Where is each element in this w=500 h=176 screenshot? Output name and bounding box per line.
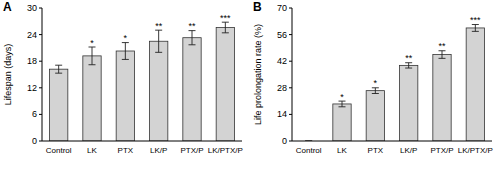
error-bar <box>122 43 129 60</box>
y-tick-label: 0 <box>282 136 287 146</box>
x-tick-label: PTX/P <box>180 146 203 155</box>
y-tick <box>39 141 42 142</box>
y-tick <box>289 141 292 142</box>
significance: ** <box>405 53 413 63</box>
error-bar <box>55 65 62 73</box>
x-tick-label: Control <box>46 146 72 155</box>
y-tick <box>289 8 292 9</box>
x-tick-label: Control <box>296 146 322 155</box>
y-tick-label: 30 <box>27 3 37 13</box>
y-tick-label: 24 <box>27 30 37 40</box>
significance: * <box>90 38 94 48</box>
x-tick-label: LK/PTX/P <box>458 146 493 155</box>
panel: BLife prolongation rate (%)*********0142… <box>253 0 493 155</box>
error-bar <box>89 47 96 65</box>
bar <box>183 38 201 141</box>
bar <box>216 28 234 141</box>
x-tick-label: PTX <box>368 146 384 155</box>
bar <box>400 65 418 141</box>
bar <box>150 41 168 141</box>
y-tick <box>289 114 292 115</box>
marks <box>50 22 235 141</box>
error-bar <box>405 63 412 68</box>
y-tick <box>289 34 292 35</box>
error-bar <box>472 25 479 32</box>
bar <box>433 55 451 141</box>
y-tick-label: 6 <box>32 109 37 119</box>
error-bar <box>189 31 196 45</box>
x-axis <box>42 141 242 142</box>
error-bar <box>439 51 446 59</box>
x-tick-label: LK/P <box>400 146 417 155</box>
error-bar <box>155 30 162 52</box>
y-tick-label: 70 <box>277 3 287 13</box>
x-tick-label: LK <box>87 146 97 155</box>
significance: * <box>124 33 128 43</box>
y-tick <box>289 61 292 62</box>
y-tick-label: 12 <box>27 83 37 93</box>
y-tick <box>39 8 42 9</box>
y-axis <box>292 8 293 141</box>
error-bar <box>339 101 346 107</box>
significance: ** <box>188 21 196 31</box>
error-bar <box>222 22 229 33</box>
y-axis-label: Lifespan (days) <box>3 44 13 106</box>
y-tick-label: 14 <box>277 109 287 119</box>
significance: * <box>374 78 378 88</box>
y-axis <box>42 8 43 141</box>
x-tick-label: PTX <box>118 146 134 155</box>
y-tick <box>39 87 42 88</box>
x-tick-label: LK/P <box>150 146 167 155</box>
significance: ** <box>438 41 446 51</box>
y-tick <box>39 61 42 62</box>
significance: ** <box>155 21 163 31</box>
error-bar <box>372 88 379 94</box>
bar <box>83 56 101 141</box>
y-tick <box>39 114 42 115</box>
y-tick-label: 56 <box>277 30 287 40</box>
y-tick-label: 0 <box>32 136 37 146</box>
significance: * <box>340 92 344 102</box>
marks <box>305 25 484 141</box>
y-tick-label: 18 <box>27 56 37 66</box>
y-tick-label: 28 <box>277 83 287 93</box>
bar <box>366 91 384 141</box>
x-axis <box>292 141 492 142</box>
significance: *** <box>470 15 481 25</box>
figure: ALifespan (days)*********0612182430Contr… <box>0 0 500 176</box>
bar <box>466 28 484 141</box>
x-tick-label: LK <box>337 146 347 155</box>
y-tick <box>39 34 42 35</box>
y-tick-label: 42 <box>277 56 287 66</box>
bar <box>116 51 134 141</box>
panel-title: B <box>253 0 262 14</box>
x-tick-label: LK/PTX/P <box>208 146 243 155</box>
y-tick <box>289 87 292 88</box>
significance: *** <box>220 13 231 23</box>
bar <box>50 69 68 141</box>
bar <box>333 104 351 141</box>
panel-title: A <box>3 0 12 14</box>
y-axis-label: Life prolongation rate (%) <box>253 24 263 125</box>
x-tick-label: PTX/P <box>430 146 453 155</box>
panel: ALifespan (days)*********0612182430Contr… <box>3 0 243 155</box>
